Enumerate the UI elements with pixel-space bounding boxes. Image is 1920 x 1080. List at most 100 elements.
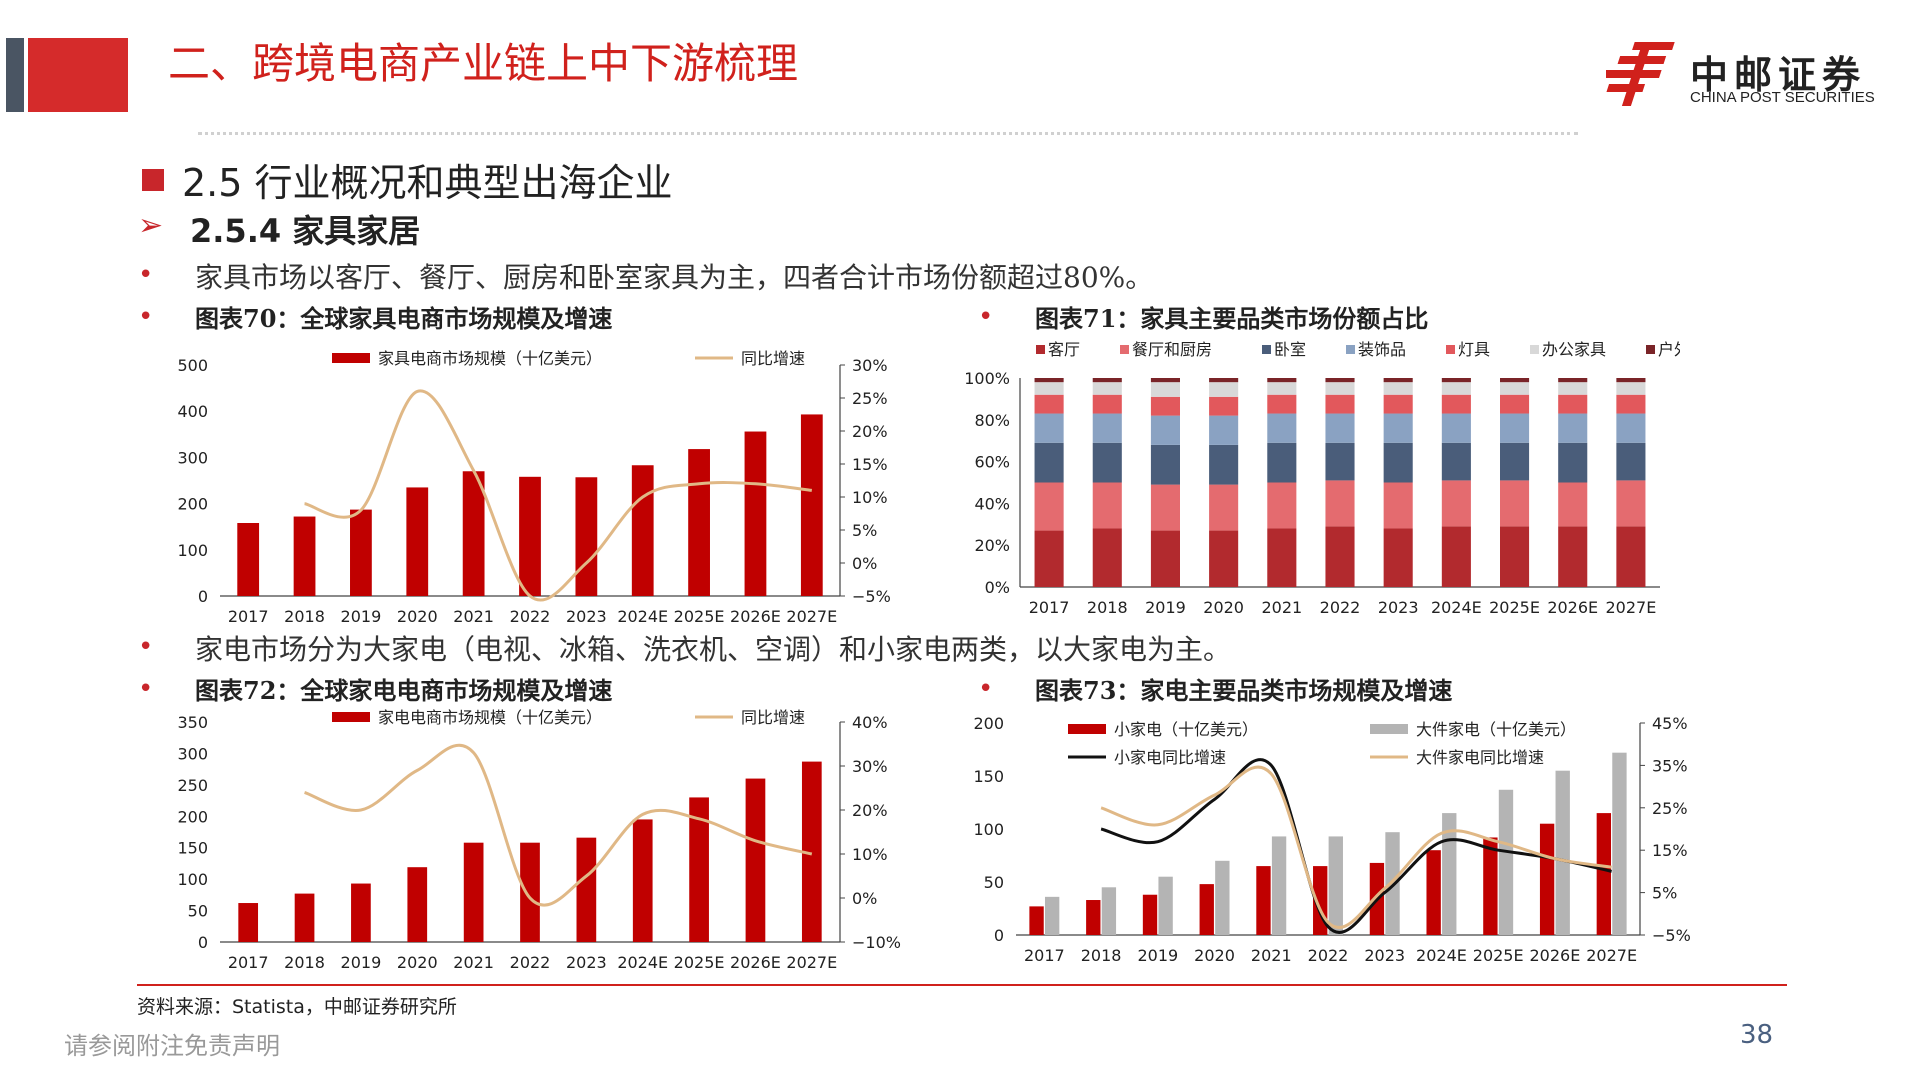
stacked-bar-segment: [1616, 526, 1646, 587]
stacked-bar-segment: [1150, 396, 1180, 416]
bar: [294, 893, 315, 942]
series-line: [304, 743, 813, 907]
legend-label: 家具电商市场规模（十亿美元）: [378, 349, 602, 368]
bar: [575, 477, 598, 596]
stacked-bar-segment: [1616, 382, 1646, 395]
y-right-tick-label: 5%: [1652, 884, 1677, 903]
legend-label: 家电电商市场规模（十亿美元）: [378, 708, 602, 727]
x-tick-label: 2020: [1203, 598, 1244, 617]
bar: [1142, 894, 1158, 935]
y-left-tick-label: 500: [177, 356, 208, 375]
legend-label: 办公家具: [1542, 340, 1606, 359]
bar: [519, 476, 541, 596]
source-note: 资料来源：Statista，中邮证券研究所: [137, 996, 457, 1018]
bar: [1385, 832, 1400, 935]
bar: [237, 523, 260, 596]
legend-swatch: [1068, 724, 1106, 734]
y-left-tick-label: 150: [177, 839, 208, 858]
bar: [1483, 837, 1498, 935]
x-tick-label: 2020: [397, 953, 438, 972]
x-tick-label: 2022: [510, 607, 551, 626]
legend-swatch: [1120, 345, 1129, 354]
y-right-tick-label: 0%: [852, 889, 877, 908]
legend-label: 小家电同比增速: [1114, 748, 1226, 767]
bar: [1256, 866, 1271, 935]
header-divider: [198, 132, 1578, 135]
x-tick-label: 2024E: [1416, 946, 1467, 965]
header-accent-bar: [6, 38, 24, 112]
stacked-bar-segment: [1034, 442, 1064, 483]
stacked-bar-segment: [1558, 482, 1588, 527]
x-tick-label: 2020: [1194, 946, 1235, 965]
stacked-bar-segment: [1558, 442, 1588, 483]
y-left-tick-label: 400: [177, 402, 208, 421]
x-tick-label: 2027E: [786, 953, 837, 972]
bar: [688, 449, 710, 596]
stacked-bar-segment: [1441, 378, 1471, 383]
bar: [462, 471, 485, 596]
x-tick-label: 2021: [453, 953, 494, 972]
x-tick-label: 2021: [1251, 946, 1292, 965]
bar: [520, 842, 540, 942]
stacked-bar-segment: [1209, 396, 1239, 416]
x-tick-label: 2017: [1024, 946, 1065, 965]
x-tick-label: 2026E: [730, 607, 781, 626]
stacked-bar-segment: [1325, 442, 1355, 481]
legend-swatch: [1262, 345, 1271, 354]
y-left-tick-label: 50: [188, 902, 208, 921]
stacked-bar-segment: [1616, 480, 1646, 527]
bar: [1612, 752, 1627, 935]
y-right-tick-label: −5%: [852, 587, 891, 606]
chart-72: 0 50 100 150 200 250 300 350 −10% 0% 10% 20% 30% 40% 2…: [177, 708, 901, 972]
x-tick-label: 2021: [1261, 598, 1302, 617]
bar: [238, 903, 259, 942]
x-tick-label: 2020: [397, 607, 438, 626]
x-tick-label: 2024E: [1431, 598, 1482, 617]
bullet-dot-icon: •: [138, 632, 154, 662]
stacked-bar-segment: [1092, 378, 1122, 383]
x-tick-label: 2026E: [1529, 946, 1580, 965]
y-left-tick-label: 100%: [964, 369, 1010, 388]
legend-swatch: [1036, 345, 1045, 354]
legend-swatch: [1530, 345, 1539, 354]
stacked-bar-segment: [1150, 484, 1180, 531]
bar: [1101, 887, 1117, 935]
x-tick-label: 2018: [1087, 598, 1128, 617]
y-right-tick-label: 25%: [1652, 799, 1688, 818]
x-tick-label: 2025E: [1473, 946, 1524, 965]
stacked-bar-segment: [1092, 382, 1122, 395]
series-line: [304, 389, 812, 602]
bullet-dot-icon: •: [138, 302, 154, 332]
y-left-tick-label: 250: [177, 776, 208, 795]
x-tick-label: 2025E: [674, 607, 725, 626]
legend-label: 卧室: [1274, 340, 1306, 359]
stacked-bar-segment: [1034, 482, 1064, 531]
stacked-bar-segment: [1383, 378, 1413, 383]
stacked-bar-segment: [1325, 394, 1355, 414]
stacked-bar-segment: [1500, 526, 1530, 587]
legend-label: 户外家具: [1658, 340, 1680, 359]
x-tick-label: 2023: [1378, 598, 1419, 617]
chart-title-70: 图表70：全球家具电商市场规模及增速: [195, 304, 613, 333]
china-post-logo-icon: [1606, 42, 1675, 106]
x-tick-label: 2027E: [1586, 946, 1637, 965]
bullet-dot-icon: •: [138, 260, 154, 290]
x-tick-label: 2027E: [786, 607, 837, 626]
x-tick-label: 2023: [566, 953, 607, 972]
stacked-bar-segment: [1209, 415, 1239, 445]
stacked-bar-segment: [1325, 480, 1355, 527]
y-left-tick-label: 200: [177, 807, 208, 826]
y-right-tick-label: 20%: [852, 422, 888, 441]
x-tick-label: 2022: [1308, 946, 1349, 965]
x-tick-label: 2021: [453, 607, 494, 626]
y-left-tick-label: 60%: [974, 453, 1010, 472]
disclaimer-note: 请参阅附注免责声明: [64, 1032, 280, 1060]
x-tick-label: 2019: [1145, 598, 1186, 617]
bar: [631, 465, 654, 596]
x-tick-label: 2025E: [674, 953, 725, 972]
y-left-tick-label: 350: [177, 713, 208, 732]
y-right-tick-label: 25%: [852, 389, 888, 408]
y-left-tick-label: 300: [177, 448, 208, 467]
y-right-tick-label: 35%: [1652, 756, 1688, 775]
stacked-bar-segment: [1616, 442, 1646, 481]
